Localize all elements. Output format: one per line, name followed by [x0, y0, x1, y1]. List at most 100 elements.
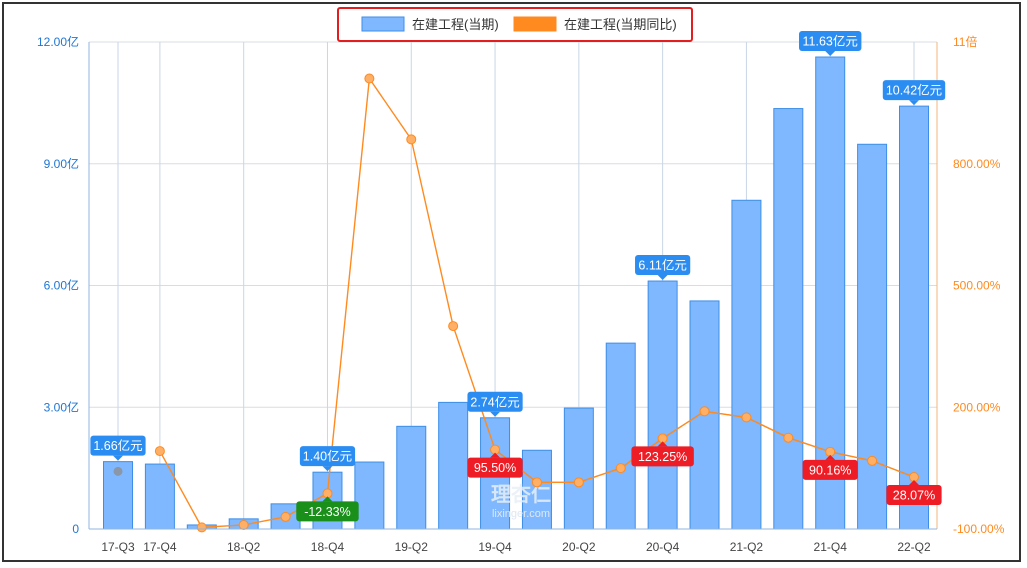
- line-point: [741, 412, 752, 423]
- bar-callout-box: [799, 31, 862, 52]
- x-tick-label: 17-Q4: [143, 540, 177, 554]
- right-tick-label: 800.00%: [953, 157, 1001, 171]
- line-point: [615, 463, 626, 474]
- bar-callout-pointer: [825, 51, 836, 57]
- bar-callout-box: [299, 446, 356, 467]
- line-callout-pointer: [490, 452, 501, 458]
- line-callout-text: 28.07%: [893, 489, 935, 503]
- line-point: [573, 477, 584, 488]
- line-point: [867, 455, 878, 466]
- line-point: [699, 406, 710, 417]
- bar-callout-box: [882, 80, 946, 101]
- legend-swatch[interactable]: [361, 16, 405, 32]
- bar-callout-pointer: [490, 411, 501, 417]
- bar-callout-text: 6.11亿元: [638, 258, 686, 273]
- bar-callout: 2.74亿元: [467, 391, 523, 417]
- line-callout-box: [467, 457, 523, 478]
- left-tick-label: 12.00亿: [37, 34, 79, 49]
- line-series: [154, 73, 919, 533]
- line-callout: 123.25%: [631, 441, 694, 467]
- right-tick-label: 11倍: [953, 34, 977, 49]
- bar-callout: 1.40亿元: [299, 446, 356, 472]
- x-tick-label: 21-Q2: [730, 540, 764, 554]
- line-callout-text: 95.50%: [474, 461, 516, 475]
- bar: [647, 280, 678, 530]
- line-point: [531, 477, 542, 488]
- bar: [438, 401, 469, 530]
- bar-callout-text: 1.40亿元: [303, 449, 352, 464]
- legend-swatch[interactable]: [513, 16, 557, 32]
- line-point: [448, 321, 459, 332]
- bar: [354, 461, 385, 530]
- line-callout-box: [886, 485, 942, 506]
- bar: [731, 199, 762, 530]
- bar: [899, 105, 929, 530]
- bar-callout: 11.63亿元: [799, 31, 862, 57]
- line-callout: 95.50%: [467, 452, 523, 478]
- bar: [144, 463, 175, 530]
- x-tick-label: 21-Q4: [814, 540, 848, 554]
- line-point: [154, 446, 165, 457]
- line-callout: 28.07%: [886, 480, 942, 506]
- line-callout: 90.16%: [802, 454, 858, 480]
- bar: [521, 449, 552, 530]
- line-callout-text: 123.25%: [638, 450, 687, 464]
- callouts: 1.66亿元 1.40亿元 2.74亿元 6.11亿元 11.63亿元 10.42亿元 -1…: [90, 31, 946, 522]
- right-tick-label: -100.00%: [953, 522, 1005, 536]
- bar-callout-pointer: [322, 466, 333, 472]
- x-tick-label: 19-Q2: [395, 540, 429, 554]
- left-tick-label: 6.00亿: [44, 278, 79, 293]
- x-tick-label: 20-Q4: [646, 540, 680, 554]
- bar-callout: 1.66亿元: [90, 435, 146, 461]
- watermark-logo: 理杏仁: [491, 482, 551, 506]
- bar-callout-pointer: [909, 100, 919, 106]
- line-callout: -12.33%: [296, 496, 359, 522]
- bar: [563, 407, 594, 530]
- legend[interactable]: 在建工程(当期) 在建工程(当期同比): [337, 7, 693, 42]
- bar: [396, 425, 427, 530]
- bar-callout-box: [635, 255, 691, 276]
- grey-line-point: [113, 466, 123, 476]
- legend-label[interactable]: 在建工程(当期同比): [564, 17, 677, 32]
- line-point: [364, 73, 375, 84]
- x-tick-label: 20-Q2: [562, 540, 596, 554]
- line-callout-text: -12.33%: [304, 505, 351, 519]
- line-callout-box: [296, 501, 359, 522]
- bar: [857, 143, 888, 530]
- x-tick-label: 18-Q4: [311, 540, 345, 554]
- line-point: [783, 432, 794, 443]
- bar-callout-pointer: [657, 275, 668, 281]
- bar-callout-pointer: [113, 455, 123, 461]
- bar-callout-box: [467, 391, 523, 412]
- line-point: [238, 519, 249, 530]
- bar-callout: 6.11亿元: [635, 255, 691, 281]
- grid: [89, 41, 937, 530]
- bar-callout: 10.42亿元: [882, 80, 946, 106]
- watermark: 理杏仁 lixinger.com: [491, 482, 551, 520]
- x-tick-label: 17-Q3: [101, 540, 135, 554]
- line-callout-pointer: [825, 454, 836, 460]
- left-tick-label: 3.00亿: [44, 399, 79, 414]
- line-callout-box: [631, 446, 694, 467]
- axes: 0 3.00亿 6.00亿 9.00亿 12.00亿 -100.00% 200.00% 500…: [37, 34, 1005, 554]
- line-callout-pointer: [657, 441, 668, 447]
- line-callout-pointer: [322, 496, 333, 502]
- bar-callout-text: 10.42亿元: [886, 83, 942, 98]
- line-callout-text: 90.16%: [809, 463, 851, 477]
- bar-callout-text: 1.66亿元: [93, 438, 142, 453]
- bar: [605, 342, 636, 530]
- legend-label[interactable]: 在建工程(当期): [412, 17, 499, 32]
- line-point: [406, 134, 417, 145]
- line-callout-pointer: [909, 480, 919, 486]
- left-tick-label: 0: [72, 522, 79, 536]
- left-tick-label: 9.00亿: [44, 156, 79, 171]
- x-tick-label: 22-Q2: [897, 540, 931, 554]
- x-tick-label: 18-Q2: [227, 540, 261, 554]
- bar: [773, 108, 804, 530]
- watermark-url: lixinger.com: [492, 508, 550, 520]
- bar-callout-text: 2.74亿元: [470, 394, 519, 409]
- right-tick-label: 500.00%: [953, 279, 1001, 293]
- right-tick-label: 200.00%: [953, 400, 1001, 414]
- x-tick-label: 19-Q4: [478, 540, 512, 554]
